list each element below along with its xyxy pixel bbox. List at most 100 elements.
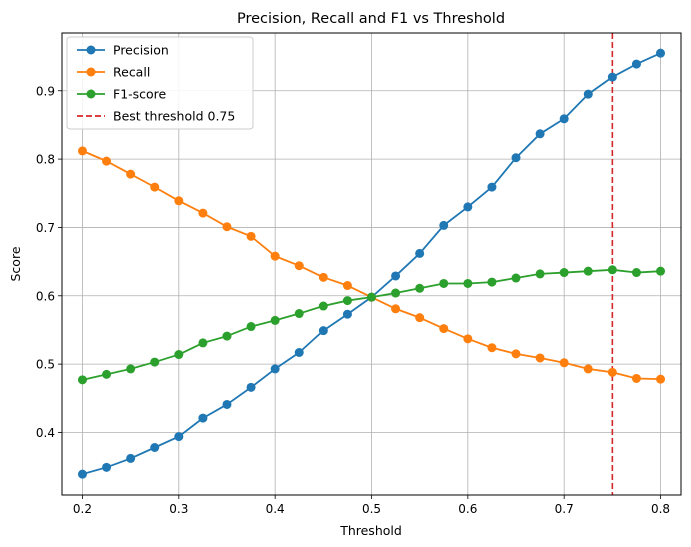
data-point-f1-score (631, 268, 641, 278)
x-tick-label: 0.4 (266, 502, 285, 516)
data-point-f1-score (535, 269, 545, 279)
data-point-precision (391, 271, 401, 281)
data-point-f1-score (415, 283, 425, 293)
legend-item-precision: Precision (77, 43, 169, 58)
data-point-precision (198, 413, 208, 423)
data-point-recall (294, 261, 304, 271)
data-point-recall (150, 182, 160, 192)
data-point-recall (415, 313, 425, 323)
data-point-precision (150, 443, 160, 453)
data-point-f1-score (656, 266, 666, 276)
data-point-precision (102, 462, 112, 472)
legend-label-precision: Precision (113, 43, 169, 58)
legend-label-f1-score: F1-score (113, 87, 167, 102)
data-point-recall (656, 374, 666, 384)
x-tick-label: 0.8 (651, 502, 670, 516)
data-point-f1-score (150, 357, 160, 367)
data-point-precision (415, 248, 425, 258)
data-point-recall (270, 251, 280, 261)
data-point-recall (463, 334, 473, 344)
data-point-recall (126, 169, 136, 179)
y-tick-label: 0.4 (36, 426, 55, 440)
data-point-f1-score (102, 369, 112, 379)
data-point-f1-score (222, 331, 232, 341)
y-axis: 0.4 0.5 0.6 0.7 0.8 0.9 (36, 84, 62, 440)
data-point-f1-score (607, 265, 617, 275)
data-point-f1-score (246, 322, 256, 332)
data-point-f1-score (294, 309, 304, 319)
data-point-f1-score (439, 278, 449, 288)
data-point-precision (583, 89, 593, 99)
data-point-precision (559, 114, 569, 124)
data-point-precision (174, 432, 184, 442)
data-point-precision (270, 364, 280, 374)
legend-label-recall: Recall (113, 65, 150, 80)
data-point-f1-score (318, 301, 328, 311)
x-axis-label: Threshold (339, 523, 402, 538)
y-axis-label: Score (8, 246, 23, 281)
legend-box (66, 36, 254, 130)
y-tick-label: 0.5 (36, 358, 55, 372)
data-point-precision (511, 153, 521, 163)
y-tick-label: 0.6 (36, 289, 55, 303)
data-point-precision (246, 382, 256, 392)
data-point-recall (559, 358, 569, 368)
series-f1-score (77, 265, 666, 385)
data-point-f1-score (511, 273, 521, 283)
data-point-precision (342, 309, 352, 319)
x-tick-label: 0.5 (362, 502, 381, 516)
data-point-recall (391, 304, 401, 314)
legend-item-best-threshold: Best threshold 0.75 (77, 109, 235, 124)
data-point-recall (102, 156, 112, 166)
data-point-precision (607, 72, 617, 82)
data-point-precision (487, 182, 497, 192)
data-point-recall (77, 146, 87, 156)
data-point-recall (198, 208, 208, 218)
legend-item-f1-score: F1-score (77, 87, 167, 102)
data-point-f1-score (367, 292, 376, 302)
legend-label-best-threshold: Best threshold 0.75 (113, 109, 235, 124)
data-point-precision (126, 453, 136, 463)
data-point-f1-score (198, 338, 208, 348)
data-point-recall (535, 353, 545, 363)
data-point-precision (294, 348, 304, 358)
x-tick-label: 0.6 (458, 502, 477, 516)
data-point-recall (607, 367, 617, 377)
data-point-f1-score (463, 278, 473, 288)
legend: Precision Recall F1-score Best threshold… (66, 36, 254, 130)
data-point-precision (77, 469, 87, 479)
data-point-recall (631, 373, 641, 383)
y-tick-label: 0.7 (36, 221, 55, 235)
data-point-precision (222, 399, 232, 409)
data-point-f1-score (174, 350, 184, 360)
data-point-recall (246, 231, 256, 241)
data-point-recall (318, 272, 328, 282)
data-point-f1-score (77, 375, 87, 385)
data-point-f1-score (270, 315, 280, 325)
data-point-recall (342, 281, 352, 291)
y-tick-label: 0.9 (36, 84, 55, 98)
legend-item-recall: Recall (77, 65, 150, 80)
legend-marker-f1-score (86, 89, 96, 99)
legend-marker-precision (86, 45, 96, 55)
data-point-precision (439, 220, 449, 230)
data-point-precision (631, 59, 641, 69)
x-tick-label: 0.3 (169, 502, 188, 516)
data-point-recall (222, 222, 232, 232)
data-point-f1-score (487, 277, 497, 287)
x-tick-label: 0.2 (73, 502, 92, 516)
data-point-f1-score (583, 266, 593, 276)
data-point-f1-score (559, 268, 569, 278)
data-point-recall (487, 343, 497, 353)
data-point-precision (535, 129, 545, 139)
x-axis: 0.2 0.3 0.4 0.5 0.6 0.7 0.8 (73, 495, 670, 516)
data-point-f1-score (342, 296, 352, 306)
data-point-recall (174, 196, 184, 206)
data-point-precision (318, 326, 328, 336)
legend-marker-recall (86, 67, 96, 77)
chart-title: Precision, Recall and F1 vs Threshold (237, 11, 505, 27)
data-point-precision (656, 48, 666, 58)
data-point-recall (511, 349, 521, 359)
data-point-recall (439, 324, 449, 334)
